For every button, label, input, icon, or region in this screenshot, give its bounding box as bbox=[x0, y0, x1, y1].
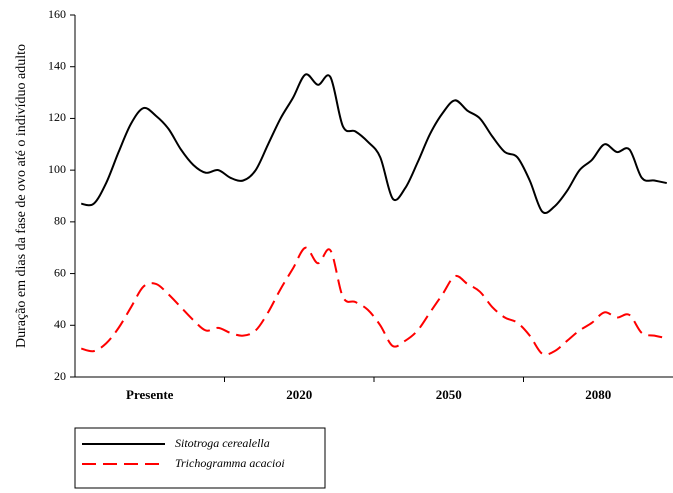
y-tick-label: 100 bbox=[48, 162, 66, 176]
y-tick-label: 40 bbox=[54, 317, 66, 331]
y-tick-label: 80 bbox=[54, 214, 66, 228]
legend-box bbox=[74, 427, 326, 489]
y-axis-label: Duração em dias da fase de ovo até o ind… bbox=[14, 44, 29, 348]
y-tick-label: 120 bbox=[48, 110, 66, 124]
x-tick-label: 2080 bbox=[585, 387, 611, 402]
y-tick-label: 140 bbox=[48, 58, 66, 72]
legend-label: Sitotroga cerealella bbox=[175, 436, 270, 450]
x-tick-label: 2020 bbox=[286, 387, 312, 402]
y-tick-label: 20 bbox=[54, 369, 66, 383]
x-tick-label: 2050 bbox=[436, 387, 462, 402]
legend-label: Trichogramma acacioi bbox=[175, 456, 285, 470]
y-tick-label: 160 bbox=[48, 7, 66, 21]
series-line bbox=[80, 246, 667, 356]
x-tick-label: Presente bbox=[126, 387, 174, 402]
y-tick-label: 60 bbox=[54, 265, 66, 279]
series-line bbox=[81, 73, 667, 214]
